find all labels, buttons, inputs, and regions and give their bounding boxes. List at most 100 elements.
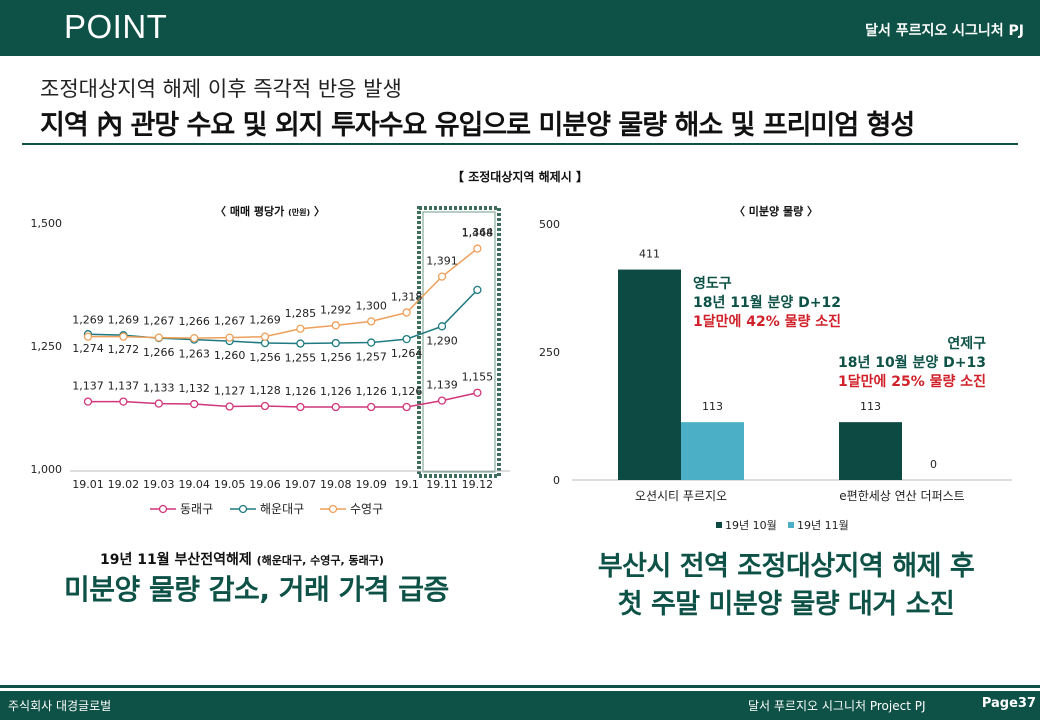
legend-item: 동래구 — [150, 502, 213, 516]
data-label: 1,256 — [320, 351, 352, 364]
bar — [681, 422, 744, 480]
annotation-yeonje-line: 1달만에 25% 물량 소진 — [838, 373, 986, 390]
data-point — [473, 388, 482, 397]
legend-label: 19년 10월 — [725, 519, 777, 532]
line-x-tick-label: 19.11 — [426, 478, 458, 491]
data-point — [402, 402, 411, 412]
legend-item: 수영구 — [320, 502, 383, 516]
data-label: 1,285 — [285, 307, 317, 320]
header-project: 달서 푸르지오 시그니처 PJ — [865, 23, 1024, 39]
data-point — [437, 322, 447, 331]
annotation-yeongdo-line: 영도구 — [693, 275, 732, 292]
data-point — [331, 321, 340, 330]
legend-label: 수영구 — [350, 502, 383, 516]
data-point — [260, 401, 270, 411]
data-label: 1,274 — [72, 342, 104, 355]
caption-right-line1: 부산시 전역 조정대상지역 해제 후 — [597, 551, 975, 582]
legend-marker — [158, 504, 168, 514]
data-point — [437, 272, 447, 281]
data-label: 1,267 — [214, 315, 246, 328]
caption-right-line2: 첫 주말 미분양 물량 대거 소진 — [617, 589, 955, 620]
legend-label: 해운대구 — [260, 502, 304, 516]
data-label: 1,126 — [391, 385, 423, 398]
section-title: 【 조정대상지역 해제시 】 — [452, 170, 588, 184]
data-label: 1,155 — [462, 371, 494, 384]
annotation-yeonje-line: 연제구 — [947, 336, 986, 352]
headline-divider — [22, 143, 1018, 145]
data-point — [402, 334, 411, 344]
line-chart-title-main: 〈 매매 평당가 — [215, 204, 284, 218]
footer-divider — [0, 685, 1040, 688]
data-label: 1,290 — [426, 334, 458, 347]
bar-value-label: 0 — [930, 458, 937, 471]
caption-right: 부산시 전역 조정대상지역 해제 후 첫 주말 미분양 물량 대거 소진 — [536, 548, 1036, 624]
data-label: 1,266 — [143, 346, 175, 359]
bar-chart-title: 〈 미분양 물량 〉 — [734, 204, 818, 218]
caption-left-big: 미분양 물량 감소, 거래 가격 급증 — [64, 573, 449, 606]
data-label: 1,267 — [143, 315, 175, 328]
data-label: 1,364 — [462, 226, 494, 239]
line-x-tick-label: 19.04 — [178, 478, 210, 491]
data-label: 1,137 — [72, 380, 104, 393]
annotation-yeongdo-line: 18년 11월 분양 D+12 — [693, 294, 841, 311]
data-point — [331, 338, 340, 348]
annotation-yeongdo-line: 1달만에 42% 물량 소진 — [693, 313, 841, 330]
data-label: 1,272 — [108, 343, 140, 356]
data-label: 1,127 — [214, 385, 246, 398]
data-point — [296, 402, 305, 412]
legend-marker — [328, 504, 338, 514]
page-subtitle: 조정대상지역 해제 이후 즉각적 반응 발생 — [40, 77, 402, 101]
line-x-tick-label: 19.05 — [214, 478, 246, 491]
bar-chart: 〈 미분양 물량 〉 0 250 500 오션시티 푸르지오 e편한세상 연산 더퍼스트… — [539, 204, 1012, 532]
bar — [839, 422, 902, 480]
data-label: 1,292 — [320, 303, 352, 316]
line-x-tick-label: 19.08 — [320, 478, 352, 491]
data-label: 1,126 — [285, 385, 317, 398]
data-point — [402, 308, 411, 317]
data-point — [367, 317, 376, 326]
bar — [618, 269, 681, 480]
line-series-3 — [83, 244, 482, 343]
line-x-tick-label: 19.01 — [72, 478, 104, 491]
line-x-tick-label: 19.09 — [355, 478, 387, 491]
data-label: 1,269 — [72, 314, 104, 327]
page-headline: 지역 內 관망 수요 및 외지 투자수요 유입으로 미분양 물량 해소 및 프리… — [40, 110, 915, 141]
bar-value-label: 113 — [702, 400, 723, 413]
data-label: 1,256 — [249, 351, 281, 364]
bar-y-tick-label: 250 — [539, 346, 560, 359]
data-label: 1,137 — [108, 380, 140, 393]
line-chart-title: 〈 매매 평당가 (만원) 〉 — [215, 204, 325, 218]
data-label: 1,126 — [320, 385, 352, 398]
data-point — [154, 333, 163, 342]
line-x-tick-label: 19.1 — [394, 478, 419, 491]
bar-y-tick-label: 500 — [539, 218, 560, 231]
data-point — [331, 402, 340, 412]
data-point — [154, 399, 163, 408]
series-line — [88, 392, 478, 408]
footer-company: 주식회사 대경글로벌 — [8, 699, 112, 713]
line-x-tick-label: 19.07 — [285, 478, 317, 491]
data-label: 1,128 — [249, 384, 281, 397]
data-point — [83, 397, 93, 406]
line-x-tick-label: 19.12 — [462, 478, 494, 491]
data-point — [83, 332, 93, 341]
data-label: 1,269 — [249, 314, 281, 327]
footer-bar: 주식회사 대경글로벌 달서 푸르지오 시그니처 Project PJ Page3… — [0, 691, 1040, 720]
series-line — [88, 247, 478, 339]
data-label: 1,255 — [285, 352, 317, 365]
caption-left-small-text: 19년 11월 부산전역해제 — [100, 552, 252, 568]
data-label: 1,300 — [355, 299, 387, 312]
data-label: 1,139 — [426, 379, 458, 392]
data-label: 1,133 — [143, 382, 175, 395]
highlight-box — [417, 206, 501, 478]
data-label: 1,263 — [178, 348, 210, 361]
data-label: 1,132 — [178, 382, 210, 395]
footer-project: 달서 푸르지오 시그니처 Project PJ — [748, 699, 926, 713]
line-chart-title-close: 〉 — [314, 205, 325, 218]
line-x-tick-label: 19.06 — [249, 478, 281, 491]
data-point — [296, 339, 305, 348]
line-y-tick-label: 1,000 — [31, 463, 63, 476]
bar-category-label: 오션시티 푸르지오 — [635, 489, 727, 503]
data-label: 1,126 — [355, 385, 387, 398]
data-label: 1,391 — [426, 255, 458, 268]
